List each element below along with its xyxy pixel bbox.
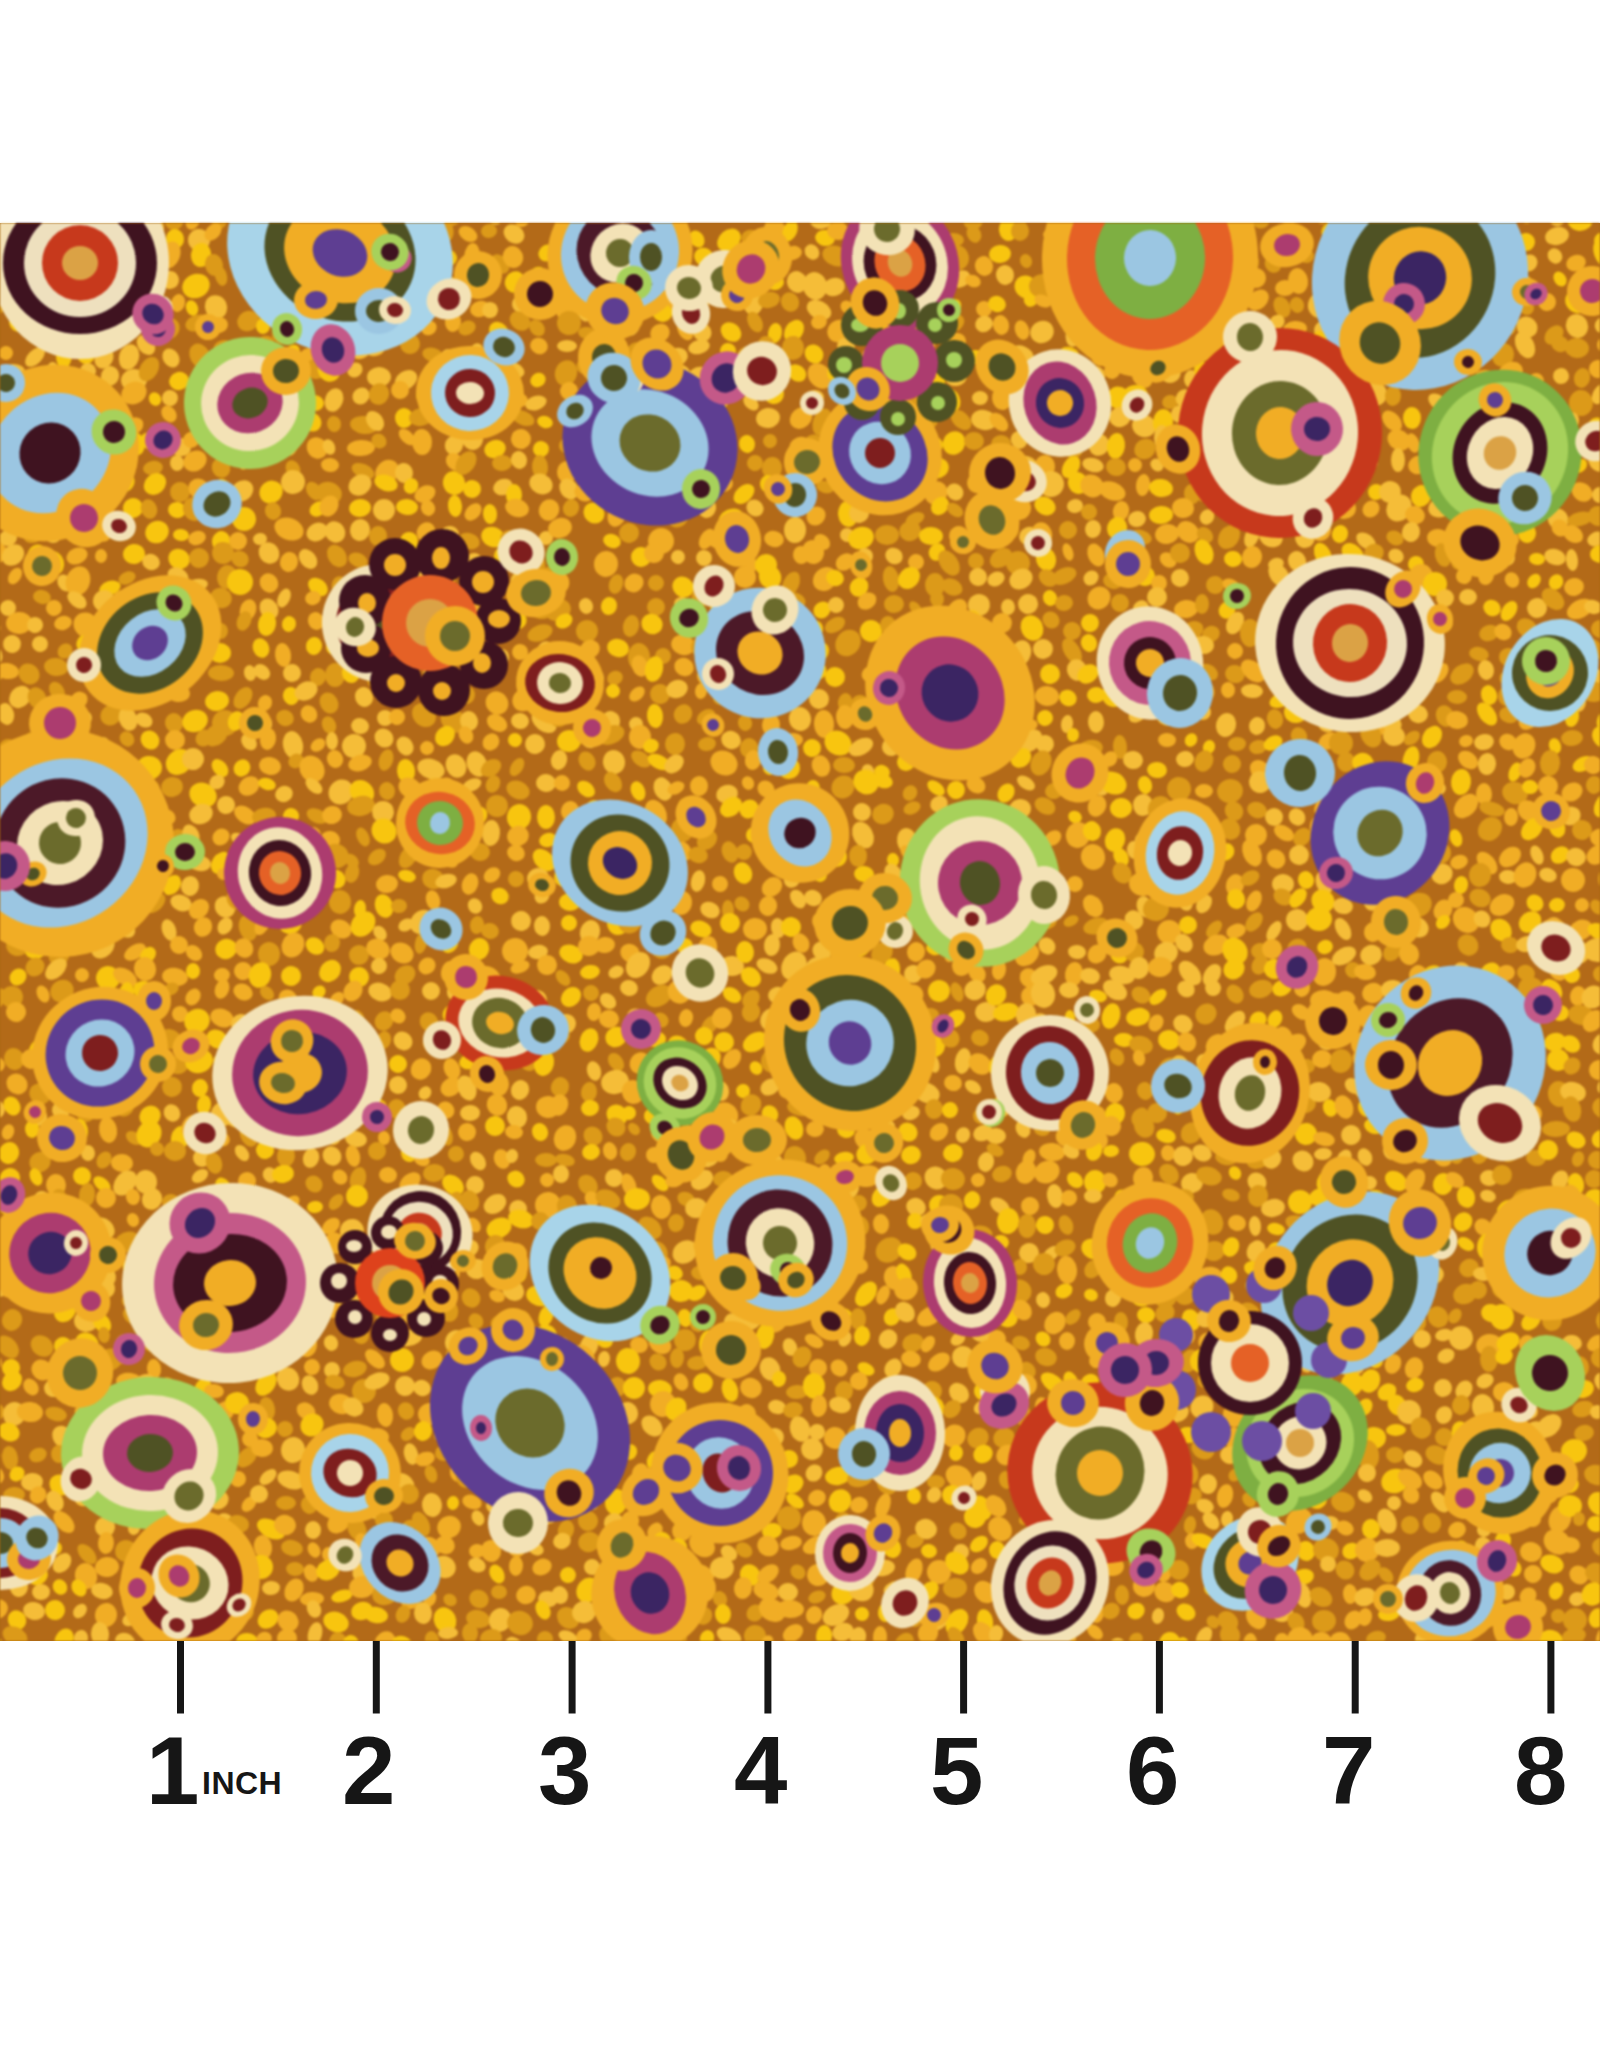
svg-text:4: 4 <box>734 1717 787 1824</box>
svg-text:5: 5 <box>930 1717 983 1824</box>
svg-text:3: 3 <box>538 1717 591 1824</box>
svg-text:6: 6 <box>1126 1717 1179 1824</box>
svg-text:1: 1 <box>146 1717 199 1824</box>
svg-text:8: 8 <box>1514 1717 1567 1824</box>
svg-text:2: 2 <box>342 1717 395 1824</box>
svg-text:7: 7 <box>1322 1717 1375 1824</box>
svg-text:INCH: INCH <box>202 1765 282 1801</box>
